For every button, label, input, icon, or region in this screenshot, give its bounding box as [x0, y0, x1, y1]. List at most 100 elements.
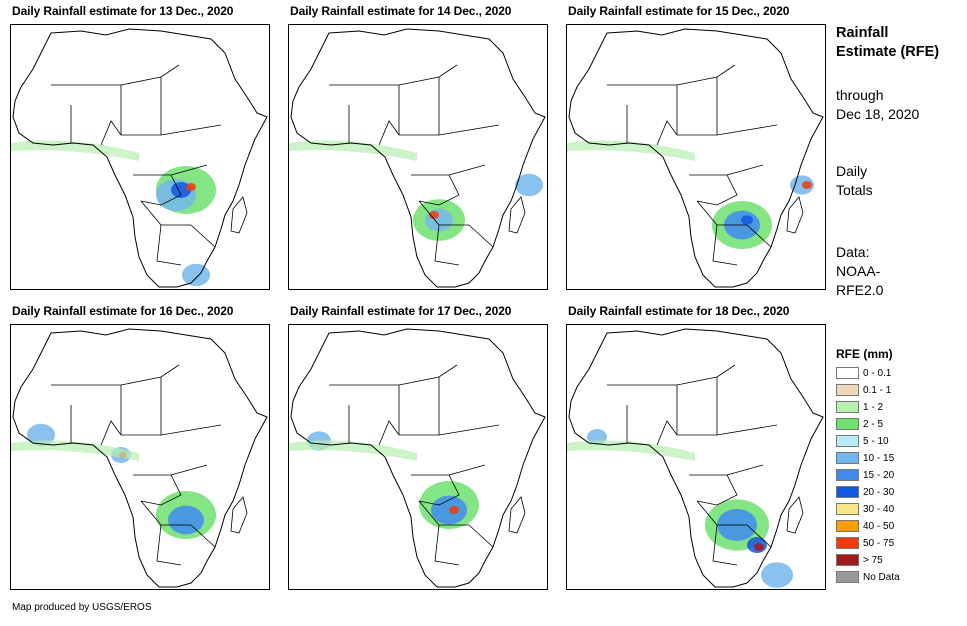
country-border [689, 474, 738, 506]
legend-swatch [836, 435, 859, 447]
coastline [568, 28, 824, 288]
map-title-13-dec: Daily Rainfall estimate for 13 Dec., 202… [12, 4, 234, 18]
legend-swatch [836, 418, 859, 430]
coastline [568, 328, 824, 588]
rainfall-blob [429, 211, 439, 219]
sidebar-daily-line1: Daily [836, 163, 868, 179]
legend-item: 20 - 30 [836, 485, 894, 499]
country-border [746, 524, 772, 548]
rainfall-blob [449, 506, 459, 514]
rainfall-blob [168, 505, 204, 535]
madagascar [508, 196, 526, 234]
rainfall-blob [171, 182, 191, 198]
country-border [716, 124, 778, 136]
legend-label: 5 - 10 [863, 435, 889, 447]
rainfall-map-18-dec [566, 324, 826, 590]
legend-item: 1 - 2 [836, 400, 883, 414]
africa-map [11, 328, 268, 588]
country-border [656, 120, 678, 146]
country-border [726, 164, 764, 176]
map-title-14-dec: Daily Rainfall estimate for 14 Dec., 202… [290, 4, 512, 18]
legend-item: 5 - 10 [836, 434, 889, 448]
country-border [190, 224, 216, 248]
legend-label: 1 - 2 [863, 401, 884, 413]
rainfall-band [567, 140, 695, 161]
rainfall-map-14-dec [288, 24, 548, 290]
country-border [438, 124, 500, 136]
legend-label: No Data [863, 571, 900, 583]
legend-swatch [836, 537, 859, 549]
country-border [100, 420, 122, 446]
africa-map [567, 328, 824, 588]
madagascar [508, 496, 526, 534]
sidebar-through-date: Dec 18, 2020 [836, 106, 920, 122]
legend-label: 15 - 20 [863, 469, 895, 481]
coastline [290, 328, 546, 588]
country-border [448, 164, 486, 176]
country-border [170, 464, 208, 476]
rainfall-blob [741, 215, 753, 225]
coastline [12, 28, 268, 288]
legend-item: 0.1 - 1 [836, 383, 891, 397]
country-border [133, 174, 182, 206]
legend-label: 30 - 40 [863, 503, 895, 515]
country-border [712, 524, 738, 566]
sidebar-daily-line2: Totals [836, 182, 873, 198]
country-border [726, 464, 764, 476]
rainfall-layer [289, 140, 543, 241]
country-border [160, 424, 222, 436]
country-border [378, 120, 400, 146]
country-border [656, 420, 678, 446]
legend-swatch [836, 571, 859, 583]
legend-item: 50 - 75 [836, 536, 894, 550]
africa-map [289, 28, 546, 288]
map-credit: Map produced by USGS/EROS [12, 602, 152, 613]
country-border [100, 120, 122, 146]
rainfall-band [289, 440, 417, 461]
sidebar-data-line2: NOAA- [836, 263, 881, 279]
rainfall-band [11, 440, 139, 461]
africa-map [567, 28, 824, 288]
rainfall-blob [515, 173, 543, 197]
rainfall-band [11, 140, 139, 161]
legend-swatch [836, 384, 859, 396]
legend-swatch [836, 486, 859, 498]
africa-land [291, 329, 545, 587]
country-border [448, 464, 486, 476]
legend-item: 0 - 0.1 [836, 366, 891, 380]
africa-land [13, 29, 267, 287]
country-border [190, 524, 216, 548]
africa-land [569, 29, 823, 287]
legend-item: No Data [836, 570, 900, 584]
country-border [434, 224, 460, 266]
legend-swatch [836, 554, 859, 566]
map-title-16-dec: Daily Rainfall estimate for 16 Dec., 202… [12, 304, 234, 318]
country-border [438, 424, 500, 436]
legend-swatch [836, 452, 859, 464]
madagascar [230, 496, 248, 534]
country-border [434, 524, 460, 566]
rainfall-map-13-dec [10, 24, 270, 290]
rainfall-blob [802, 181, 812, 189]
rainfall-band [289, 140, 417, 161]
legend-swatch [836, 469, 859, 481]
africa-land [569, 329, 823, 587]
rainfall-band [567, 440, 695, 461]
country-border [746, 224, 772, 248]
legend-label: 0 - 0.1 [863, 367, 892, 379]
country-border [468, 224, 494, 248]
africa-map [11, 28, 268, 288]
legend-label: 10 - 15 [863, 452, 895, 464]
madagascar [786, 196, 804, 234]
country-border [160, 124, 222, 136]
country-border [411, 174, 460, 206]
legend-label: 0.1 - 1 [863, 384, 892, 396]
legend-label: 20 - 30 [863, 486, 895, 498]
rainfall-layer [11, 140, 216, 287]
country-border [689, 174, 738, 206]
country-border [378, 420, 400, 446]
legend-title: RFE (mm) [836, 347, 893, 361]
rainfall-map-15-dec [566, 24, 826, 290]
sidebar-data-line3: RFE2.0 [836, 282, 884, 298]
legend-item: 15 - 20 [836, 468, 894, 482]
